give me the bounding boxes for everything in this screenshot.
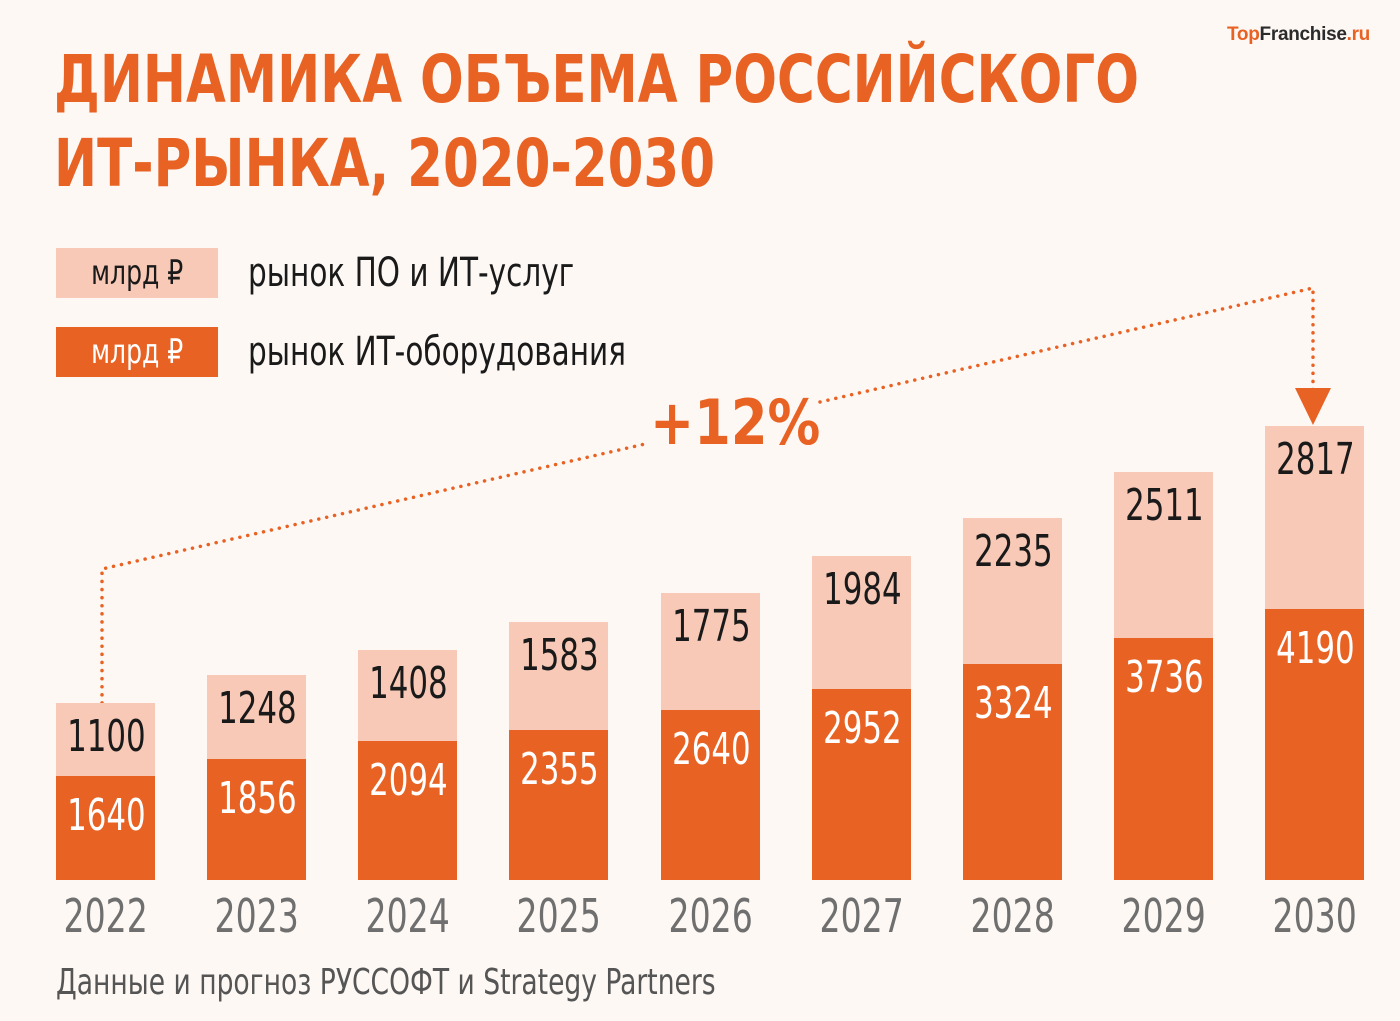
bar-segment-software [509, 622, 608, 730]
bar-segment-hardware [812, 689, 911, 880]
title-line-2: ИТ-РЫНКА, 2020-2030 [54, 125, 716, 202]
value-label-hardware: 1856 [218, 773, 297, 824]
bar-segment-hardware [358, 741, 457, 880]
legend-label: рынок ИТ-оборудования [248, 329, 626, 375]
value-label-hardware: 3736 [1125, 652, 1204, 703]
growth-annotation: +12% [650, 386, 821, 459]
legend-item-software: млрд ₽ рынок ПО и ИТ-услуг [56, 248, 646, 298]
value-label-software: 2511 [1125, 480, 1204, 531]
year-label: 2023 [214, 889, 300, 943]
year-label: 2024 [365, 889, 451, 943]
value-label-software: 2817 [1276, 434, 1355, 485]
value-label-software: 2235 [974, 526, 1053, 577]
brand-part-top: Top [1227, 24, 1260, 45]
value-label-hardware: 1640 [67, 790, 146, 841]
legend-swatch-label: млрд ₽ [90, 253, 184, 293]
value-label-hardware: 2355 [520, 744, 599, 795]
legend-label: рынок ПО и ИТ-услуг [248, 250, 575, 296]
year-label: 2025 [516, 889, 602, 943]
year-label: 2027 [819, 889, 905, 943]
page-title: ДИНАМИКА ОБЪЕМА РОССИЙСКОГО ИТ-РЫНКА, 20… [54, 38, 1139, 206]
bar-segment-hardware [963, 664, 1062, 880]
legend-swatch-light: млрд ₽ [56, 248, 218, 298]
title-line-1: ДИНАМИКА ОБЪЕМА РОССИЙСКОГО [54, 41, 1139, 118]
bar-segment-software [812, 556, 911, 689]
value-label-hardware: 4190 [1276, 623, 1355, 674]
bar-segment-hardware [56, 776, 155, 880]
year-label: 2026 [668, 889, 754, 943]
brand-part-franchise: Franchise [1259, 24, 1347, 45]
bar-segment-software [1114, 472, 1213, 638]
value-label-hardware: 2640 [672, 724, 751, 775]
bar-segment-software [207, 675, 306, 759]
brand-logo: TopFranchise.ru [1227, 24, 1370, 46]
bar-segment-software [661, 593, 760, 710]
value-label-hardware: 2094 [369, 755, 448, 806]
year-label: 2028 [970, 889, 1056, 943]
value-label-software: 1408 [369, 658, 448, 709]
value-label-software: 1775 [672, 601, 751, 652]
year-label: 2029 [1121, 889, 1207, 943]
legend-swatch-dark: млрд ₽ [56, 327, 218, 377]
value-label-software: 1583 [520, 630, 599, 681]
legend-swatch-label: млрд ₽ [90, 332, 184, 372]
trend-line-right [818, 285, 1315, 404]
bar-segment-software [1265, 426, 1364, 609]
year-label: 2022 [63, 889, 149, 943]
year-label: 2030 [1272, 889, 1358, 943]
brand-part-domain: .ru [1346, 24, 1371, 45]
bar-segment-hardware [1265, 609, 1364, 880]
legend-item-hardware: млрд ₽ рынок ИТ-оборудования [56, 327, 709, 377]
value-label-software: 1100 [67, 711, 146, 762]
value-label-hardware: 2952 [823, 703, 902, 754]
bar-segment-hardware [207, 759, 306, 880]
bar-segment-hardware [509, 730, 608, 880]
arrow-down-icon [1295, 388, 1331, 425]
bar-segment-software [56, 703, 155, 776]
bar-segment-software [963, 518, 1062, 664]
value-label-hardware: 3324 [974, 678, 1053, 729]
value-label-software: 1248 [218, 683, 297, 734]
bar-segment-software [358, 650, 457, 741]
bar-segment-hardware [661, 710, 760, 880]
value-label-software: 1984 [823, 564, 902, 615]
bar-segment-hardware [1114, 638, 1213, 880]
source-note: Данные и прогноз РУССОФТ и Strategy Part… [56, 962, 716, 1003]
